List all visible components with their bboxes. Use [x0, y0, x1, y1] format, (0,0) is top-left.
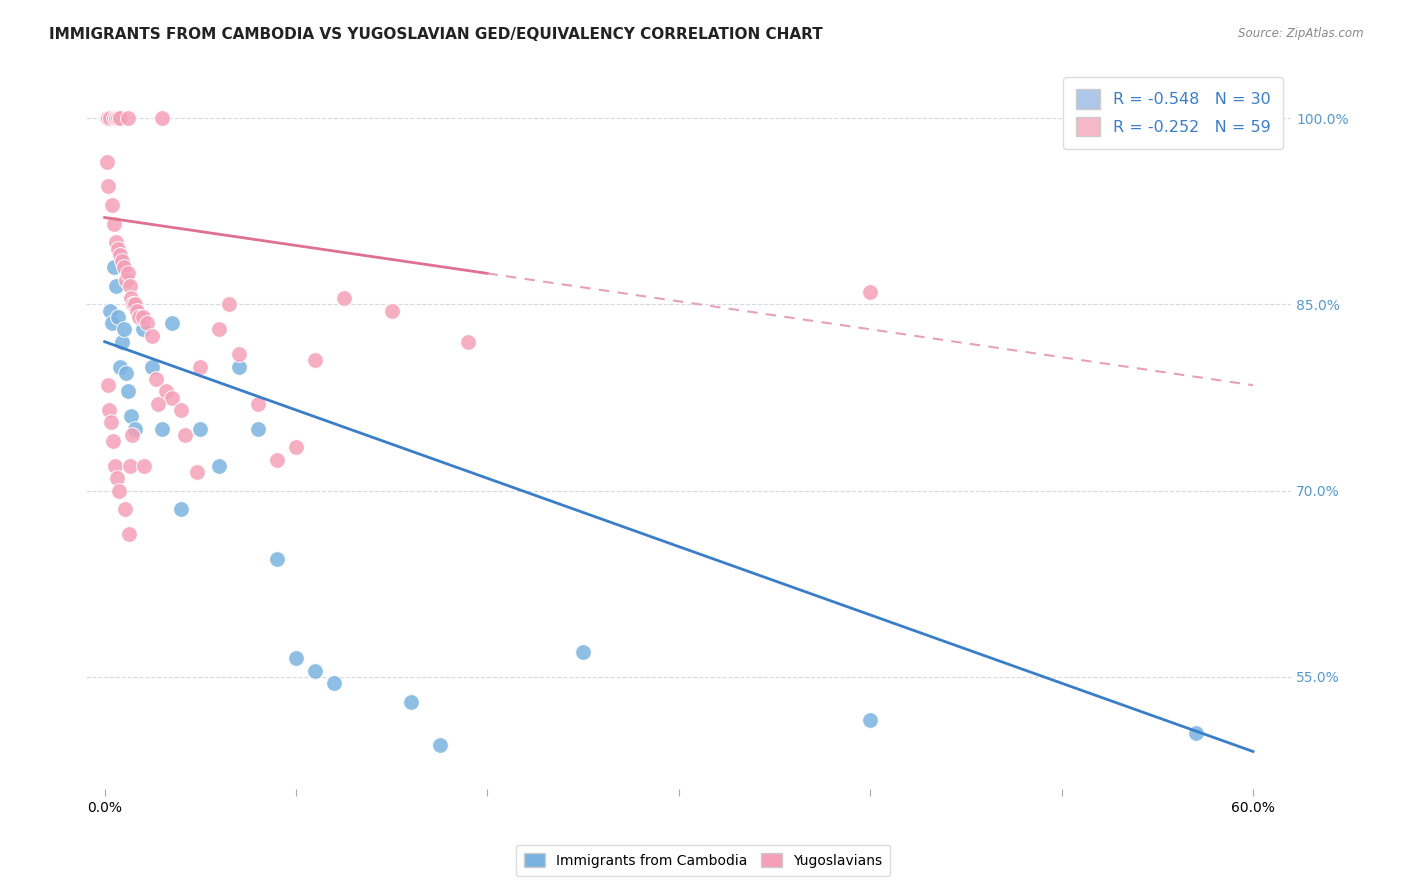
Point: [103, 434, 125, 448]
Point: [132, 322, 155, 336]
Text: IMMIGRANTS FROM CAMBODIA VS YUGOSLAVIAN GED/EQUIVALENCY CORRELATION CHART: IMMIGRANTS FROM CAMBODIA VS YUGOSLAVIAN …: [49, 27, 823, 42]
Point: [145, 372, 167, 386]
Point: [96, 154, 118, 169]
Point: [188, 422, 211, 436]
Point: [103, 217, 125, 231]
Point: [141, 359, 163, 374]
Point: [108, 483, 131, 498]
Point: [304, 664, 326, 678]
Point: [100, 112, 122, 126]
Point: [285, 651, 308, 665]
Point: [112, 260, 135, 275]
Point: [122, 297, 145, 311]
Point: [246, 422, 269, 436]
Point: [96, 112, 118, 126]
Point: [429, 739, 451, 753]
Legend: Immigrants from Cambodia, Yugoslavians: Immigrants from Cambodia, Yugoslavians: [516, 845, 890, 876]
Point: [150, 112, 173, 126]
Point: [124, 422, 146, 436]
Point: [323, 676, 346, 690]
Point: [103, 112, 125, 126]
Point: [118, 278, 141, 293]
Point: [150, 422, 173, 436]
Point: [105, 235, 128, 250]
Point: [105, 471, 128, 485]
Point: [127, 303, 149, 318]
Point: [285, 440, 308, 454]
Point: [104, 458, 127, 473]
Point: [228, 347, 250, 361]
Point: [96, 378, 118, 392]
Text: Source: ZipAtlas.com: Source: ZipAtlas.com: [1239, 27, 1364, 40]
Point: [155, 384, 177, 399]
Point: [160, 391, 183, 405]
Point: [105, 278, 128, 293]
Point: [107, 310, 129, 324]
Point: [859, 714, 882, 728]
Point: [121, 427, 143, 442]
Point: [117, 384, 139, 399]
Point: [117, 112, 139, 126]
Point: [457, 334, 479, 349]
Point: [117, 267, 139, 281]
Point: [97, 112, 120, 126]
Point: [1184, 726, 1206, 740]
Point: [100, 303, 122, 318]
Point: [107, 242, 129, 256]
Point: [218, 297, 240, 311]
Point: [120, 458, 142, 473]
Point: [114, 366, 136, 380]
Point: [103, 260, 125, 275]
Point: [381, 303, 404, 318]
Point: [188, 359, 211, 374]
Point: [108, 359, 131, 374]
Point: [304, 353, 326, 368]
Point: [124, 297, 146, 311]
Point: [132, 458, 155, 473]
Point: [108, 248, 131, 262]
Point: [160, 316, 183, 330]
Point: [170, 502, 193, 516]
Point: [111, 334, 134, 349]
Point: [135, 316, 157, 330]
Point: [333, 291, 356, 305]
Point: [132, 310, 155, 324]
Point: [120, 409, 142, 424]
Legend: R = -0.548   N = 30, R = -0.252   N = 59: R = -0.548 N = 30, R = -0.252 N = 59: [1063, 77, 1284, 149]
Point: [97, 179, 120, 194]
Point: [111, 254, 134, 268]
Point: [120, 291, 142, 305]
Point: [266, 452, 288, 467]
Point: [100, 416, 122, 430]
Point: [399, 695, 422, 709]
Point: [112, 322, 135, 336]
Point: [105, 112, 128, 126]
Point: [114, 502, 136, 516]
Point: [101, 198, 124, 212]
Point: [117, 527, 139, 541]
Point: [186, 465, 208, 479]
Point: [572, 645, 595, 659]
Point: [174, 427, 197, 442]
Point: [101, 316, 124, 330]
Point: [228, 359, 250, 374]
Point: [208, 458, 231, 473]
Point: [98, 403, 121, 417]
Point: [208, 322, 231, 336]
Point: [170, 403, 193, 417]
Point: [128, 310, 150, 324]
Point: [114, 272, 136, 286]
Point: [108, 112, 131, 126]
Point: [148, 397, 170, 411]
Point: [266, 552, 288, 566]
Point: [246, 397, 269, 411]
Point: [107, 112, 129, 126]
Point: [141, 328, 163, 343]
Point: [859, 285, 882, 299]
